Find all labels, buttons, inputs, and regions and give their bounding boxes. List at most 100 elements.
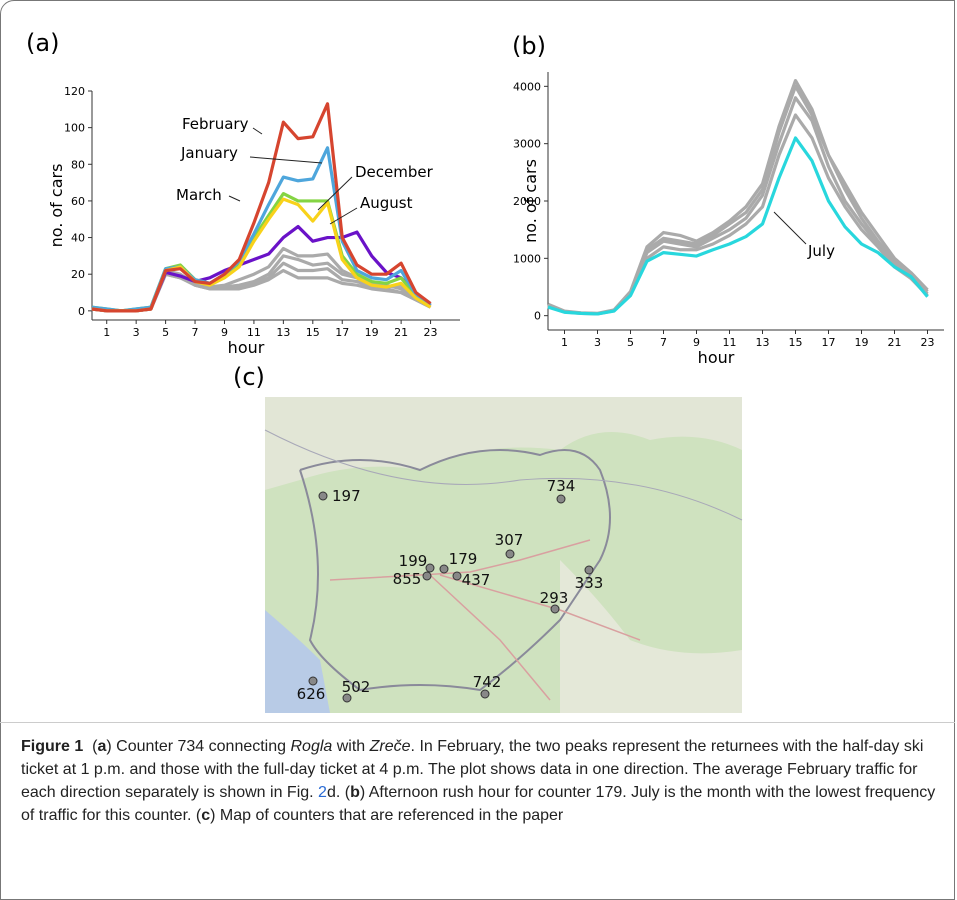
map-sea bbox=[265, 610, 330, 713]
counter-marker bbox=[550, 604, 560, 614]
caption-text: ) Afternoon rush hour for counter 179. J… bbox=[21, 784, 936, 824]
counter-label: 502 bbox=[342, 678, 371, 696]
series-label: March bbox=[176, 186, 222, 204]
annotation-pointer bbox=[773, 211, 807, 245]
map: 197 734 307 199 179 855 437 333 293 742 626 502 bbox=[264, 397, 743, 713]
series-line bbox=[91, 102, 432, 313]
map-region bbox=[560, 560, 742, 713]
caption-text: b bbox=[350, 784, 360, 801]
x-tick-label: 3 bbox=[594, 336, 601, 349]
x-tick-label: 17 bbox=[822, 336, 836, 349]
x-tick-label: 7 bbox=[660, 336, 667, 349]
series-line bbox=[547, 84, 929, 316]
series-label: July bbox=[807, 242, 835, 260]
series-label: August bbox=[360, 194, 413, 212]
x-tick-label: 9 bbox=[693, 336, 700, 349]
x-tick-label: 15 bbox=[306, 326, 320, 339]
x-tick-label: 9 bbox=[221, 326, 228, 339]
series-line bbox=[91, 146, 432, 313]
counter-label: 437 bbox=[462, 571, 491, 589]
series-line bbox=[547, 136, 929, 316]
counter-label: 179 bbox=[449, 550, 478, 568]
series-line bbox=[91, 224, 432, 313]
x-axis-label: hour bbox=[228, 338, 265, 357]
x-tick-label: 5 bbox=[162, 326, 169, 339]
counter-label: 742 bbox=[473, 673, 502, 691]
map-border bbox=[264, 429, 743, 521]
x-tick-label: 17 bbox=[335, 326, 349, 339]
caption-text: ) Map of counters that are referenced in… bbox=[210, 807, 564, 824]
caption-text: ( bbox=[92, 738, 98, 755]
counter-label: 855 bbox=[393, 570, 422, 588]
series-line bbox=[547, 79, 929, 315]
y-tick-label: 1000 bbox=[513, 252, 541, 265]
counter-label: 307 bbox=[495, 531, 524, 549]
caption-text: ) Counter 734 connecting bbox=[106, 738, 291, 755]
x-tick-label: 21 bbox=[888, 336, 902, 349]
x-axis-label: hour bbox=[698, 348, 735, 367]
annotation-pointer bbox=[317, 176, 353, 211]
x-tick-label: 3 bbox=[133, 326, 140, 339]
map-road bbox=[329, 539, 641, 701]
x-tick-label: 19 bbox=[855, 336, 869, 349]
annotation-pointer bbox=[329, 207, 358, 225]
panel-label: (b) bbox=[512, 32, 546, 60]
x-tick-label: 5 bbox=[627, 336, 634, 349]
y-axis-label: no. of cars bbox=[521, 159, 540, 243]
series-label: February bbox=[182, 115, 249, 133]
map-region bbox=[265, 397, 742, 490]
x-tick-label: 23 bbox=[921, 336, 935, 349]
y-tick-label: 0 bbox=[78, 305, 85, 318]
y-axis-label: no. of cars bbox=[47, 164, 66, 248]
series-label: January bbox=[180, 144, 238, 162]
x-tick-label: 1 bbox=[561, 336, 568, 349]
caption: Figure 1 (a) Counter 734 connecting Rogl… bbox=[21, 735, 936, 827]
counter-marker bbox=[318, 491, 328, 501]
x-tick-label: 13 bbox=[276, 326, 290, 339]
figure-link[interactable]: 2 bbox=[318, 784, 327, 801]
counter-marker bbox=[308, 676, 318, 686]
counter-marker bbox=[425, 563, 435, 573]
caption-text: a bbox=[97, 738, 107, 755]
panel-label: (c) bbox=[233, 363, 265, 391]
x-tick-label: 11 bbox=[247, 326, 261, 339]
counter-label: 293 bbox=[540, 589, 569, 607]
caption-label: Figure 1 bbox=[21, 738, 84, 755]
x-tick-label: 1 bbox=[103, 326, 110, 339]
x-tick-label: 15 bbox=[789, 336, 803, 349]
annotation-pointer bbox=[249, 156, 323, 164]
y-tick-label: 80 bbox=[71, 158, 85, 171]
series-line bbox=[547, 96, 929, 316]
annotation-pointer bbox=[228, 195, 241, 202]
y-tick-label: 4000 bbox=[513, 80, 541, 93]
caption-text: c bbox=[201, 807, 211, 824]
caption-text: . In February, the two peaks represent t… bbox=[21, 738, 924, 801]
caption-text: with bbox=[332, 738, 370, 755]
caption-text: Zreče bbox=[369, 738, 411, 755]
panel-label: (a) bbox=[26, 29, 59, 57]
separator bbox=[0, 722, 955, 723]
y-tick-label: 100 bbox=[64, 122, 85, 135]
counter-label: 333 bbox=[575, 574, 604, 592]
counter-marker bbox=[480, 689, 490, 699]
x-tick-label: 7 bbox=[192, 326, 199, 339]
caption-text: Rogla bbox=[290, 738, 333, 755]
counter-marker bbox=[422, 571, 432, 581]
counter-marker bbox=[439, 564, 449, 574]
x-tick-label: 21 bbox=[394, 326, 408, 339]
x-tick-label: 13 bbox=[756, 336, 770, 349]
x-tick-label: 19 bbox=[365, 326, 379, 339]
counter-marker bbox=[342, 693, 352, 703]
counter-marker bbox=[452, 571, 462, 581]
caption-text: d. ( bbox=[326, 784, 351, 801]
counter-label: 734 bbox=[547, 477, 576, 495]
counter-label: 199 bbox=[399, 552, 428, 570]
x-tick-label: 23 bbox=[424, 326, 438, 339]
annotation-pointer bbox=[252, 127, 263, 135]
y-tick-label: 20 bbox=[71, 268, 85, 281]
counter-label: 626 bbox=[297, 685, 326, 703]
